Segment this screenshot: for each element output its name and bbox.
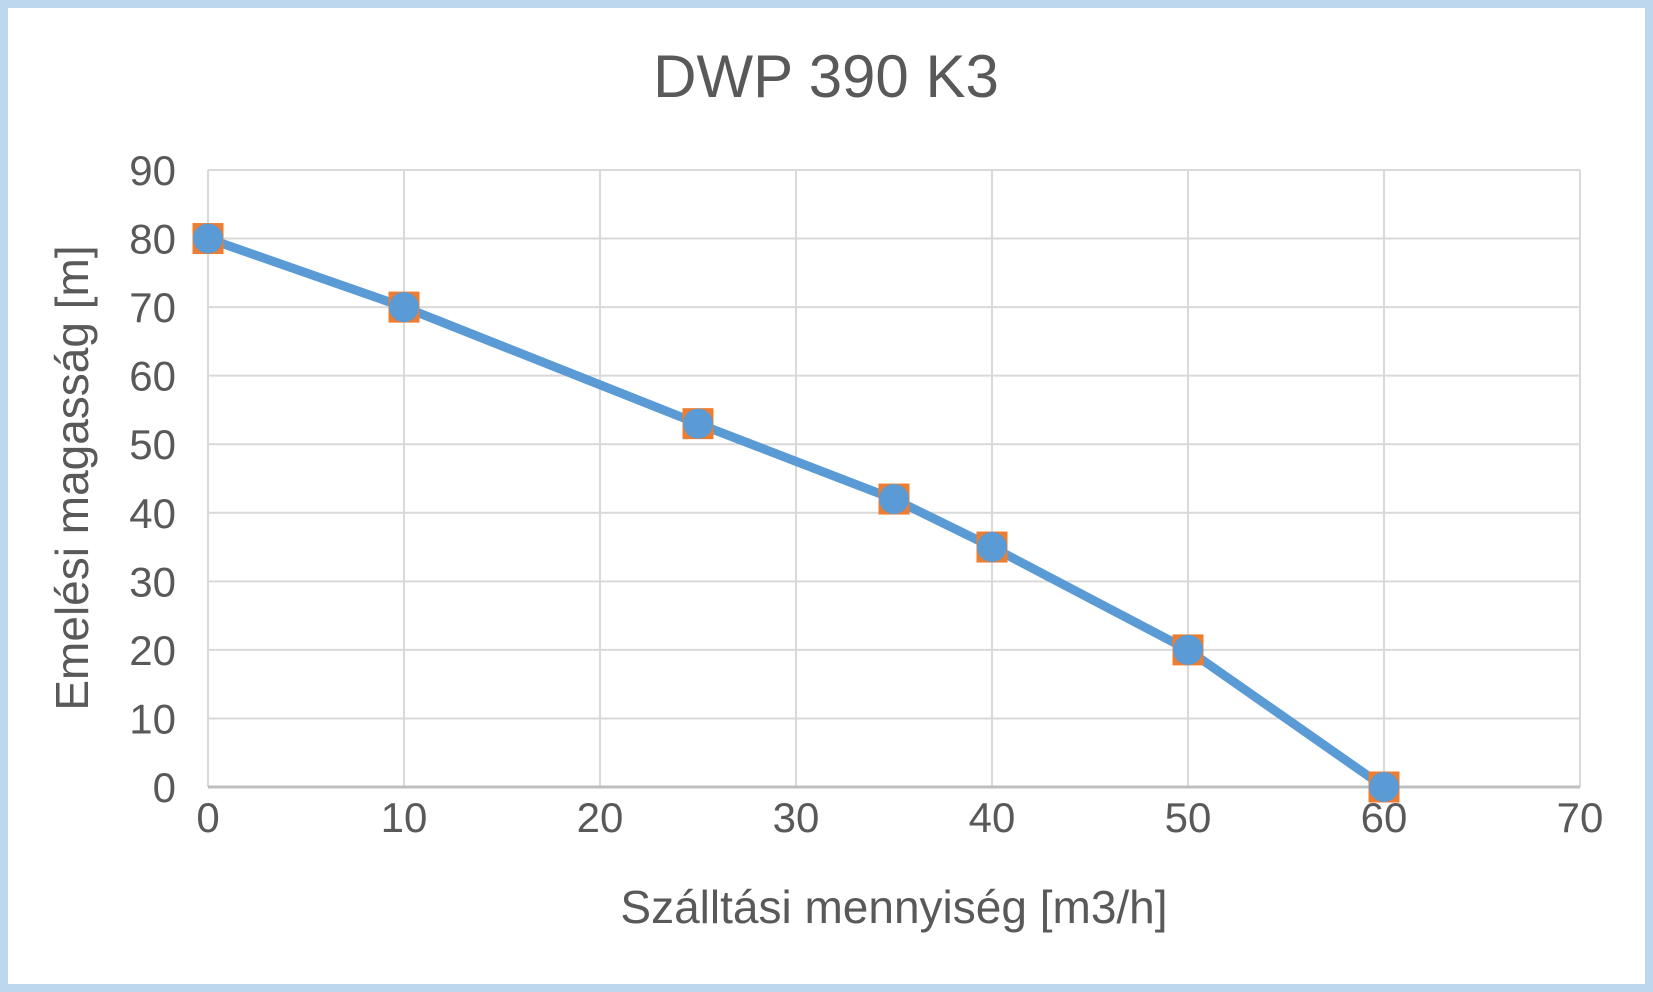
y-tick-labels: 0 10 20 30 40 50 60 70 80 90 <box>129 147 176 811</box>
y-tick-label: 40 <box>129 490 176 537</box>
y-axis-title: Emelési magasság [m] <box>46 245 98 710</box>
data-marker <box>192 223 224 255</box>
x-axis-title: Szálltási mennyiség [m3/h] <box>620 881 1167 933</box>
marker-dot <box>1369 772 1399 802</box>
data-marker <box>878 483 910 515</box>
x-tick-label: 10 <box>381 794 428 841</box>
y-tick-label: 80 <box>129 216 176 263</box>
data-marker <box>682 408 714 440</box>
data-marker <box>1172 634 1204 666</box>
y-tick-label: 50 <box>129 421 176 468</box>
data-marker <box>1368 771 1400 803</box>
data-marker <box>388 291 420 323</box>
y-tick-label: 70 <box>129 284 176 331</box>
gridlines <box>207 169 1581 787</box>
x-tick-labels: 0 10 20 30 40 50 60 70 <box>196 794 1603 841</box>
x-tick-label: 30 <box>773 794 820 841</box>
x-tick-label: 0 <box>196 794 219 841</box>
pump-curve-series <box>192 223 1400 803</box>
marker-dot <box>879 484 909 515</box>
chart-title: DWP 390 K3 <box>653 43 999 110</box>
marker-dot <box>193 223 223 254</box>
marker-dot <box>977 532 1007 563</box>
y-tick-label: 0 <box>153 764 176 811</box>
x-tick-label: 70 <box>1557 794 1604 841</box>
x-tick-label: 50 <box>1165 794 1212 841</box>
marker-dot <box>1173 634 1203 665</box>
x-tick-label: 20 <box>577 794 624 841</box>
y-tick-label: 20 <box>129 627 176 674</box>
data-marker <box>976 531 1008 563</box>
y-tick-label: 90 <box>129 147 176 194</box>
marker-dot <box>683 408 713 439</box>
x-tick-label: 40 <box>969 794 1016 841</box>
marker-dot <box>389 292 419 323</box>
y-tick-label: 30 <box>129 558 176 605</box>
y-tick-label: 60 <box>129 353 176 400</box>
y-tick-label: 10 <box>129 695 176 742</box>
